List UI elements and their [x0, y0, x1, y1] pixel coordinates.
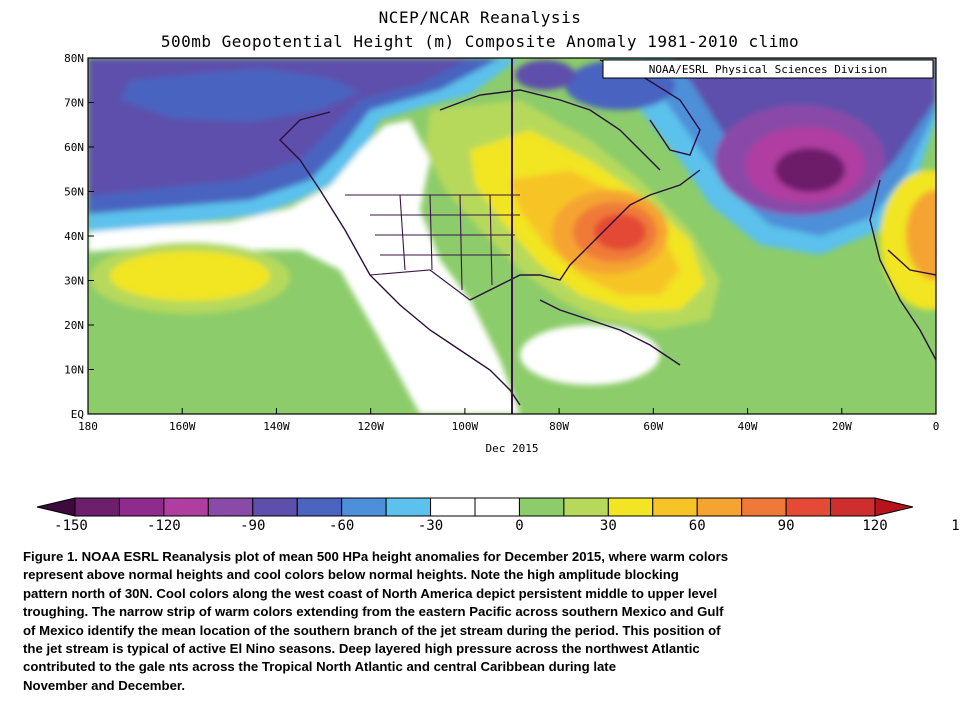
lon-tick-label: 100W [452, 420, 479, 433]
colorbar-swatch [207, 497, 254, 517]
colorbar-swatch [385, 497, 432, 517]
longitude-axis: 180 160W 140W 120W 100W 80W 60W 40W 20W 0 [78, 408, 939, 433]
chart-title: NCEP/NCAR Reanalysis [378, 8, 582, 27]
lon-tick-label: 80W [549, 420, 569, 433]
colorbar-tick-label: -90 [240, 518, 265, 534]
zero-anomaly-band [88, 120, 520, 414]
lon-tick-label: 20W [832, 420, 852, 433]
negative-anomaly-band [120, 68, 360, 122]
credit-text: NOAA/ESRL Physical Sciences Division [649, 63, 887, 76]
coastline-mediterranean [887, 249, 936, 276]
colorbar-tick-label: -60 [329, 518, 354, 534]
colorbar-labels: -150 -120 -90 -60 -30 0 30 60 90 120 150 [54, 518, 960, 534]
state-borders [399, 194, 493, 291]
colorbar-tick-label: -150 [54, 518, 88, 534]
state-borders [370, 214, 520, 256]
colorbar-swatch [252, 497, 298, 517]
coastline-arctic-canada [439, 89, 661, 171]
colorbar-swatch [430, 497, 476, 517]
political-borders [345, 194, 520, 301]
lon-tick-label: 180 [78, 420, 98, 433]
latitude-axis: 80N 70N 60N 50N 40N 30N 20N 10N EQ [64, 52, 94, 421]
colorbar-min-arrow [36, 497, 76, 517]
positive-anomaly-core [594, 214, 646, 250]
colorbar-swatch [518, 497, 565, 517]
anomaly-field: NOAA/ESRL Physical Sciences Division [88, 58, 936, 414]
coastline-gulf-and-atlantic [469, 169, 701, 301]
colorbar-swatch [341, 497, 387, 517]
negative-anomaly-core [775, 148, 845, 192]
colorbar [36, 497, 914, 517]
credit-box [602, 59, 934, 79]
colorbar-swatch [563, 497, 609, 517]
lon-tick-label: 140W [263, 420, 290, 433]
colorbar-tick-label: 0 [515, 518, 523, 534]
figure-caption: Figure 1. NOAA ESRL Reanalysis plot of m… [23, 549, 729, 693]
zero-anomaly-patch [520, 325, 660, 385]
lon-tick-label: 120W [357, 420, 384, 433]
colorbar-tick-label: -30 [418, 518, 443, 534]
colorbar-max-arrow [874, 497, 914, 517]
lat-tick-label: 50N [64, 186, 84, 199]
colorbar-tick-label: 90 [778, 518, 795, 534]
colorbar-swatch [830, 497, 876, 517]
positive-anomaly-core [906, 190, 936, 280]
lon-tick-label: 40W [738, 420, 758, 433]
colorbar-swatch [296, 497, 343, 517]
colorbar-swatch [74, 497, 120, 517]
colorbar-swatch [607, 497, 654, 517]
lat-tick-label: 30N [64, 275, 84, 288]
lon-tick-label: 160W [169, 420, 196, 433]
lon-tick-label: 0 [933, 420, 940, 433]
period-label: Dec 2015 [486, 442, 539, 455]
lat-tick-label: 40N [64, 230, 84, 243]
border-us-mexico [369, 269, 471, 301]
colorbar-tick-label: 60 [689, 518, 706, 534]
colorbar-swatch [118, 497, 165, 517]
anomaly-map-figure: NOAA/ESRL Physical Sciences Division 80N… [36, 52, 960, 534]
lon-tick-label: 60W [643, 420, 663, 433]
coastline-caribbean [539, 299, 681, 366]
lat-tick-label: 20N [64, 319, 84, 332]
colorbar-swatch [741, 497, 787, 517]
lat-tick-label: EQ [71, 408, 84, 421]
lat-tick-label: 10N [64, 364, 84, 377]
colorbar-swatch [474, 497, 520, 517]
colorbar-tick-label: -120 [147, 518, 181, 534]
colorbar-tick-label: 30 [600, 518, 617, 534]
chart-subtitle: 500mb Geopotential Height (m) Composite … [160, 32, 800, 51]
colorbar-tick-label: 150 [951, 518, 960, 534]
lat-tick-label: 60N [64, 141, 84, 154]
coastline-africa-europe [869, 179, 936, 361]
colorbar-swatch [652, 497, 698, 517]
colorbar-swatch [785, 497, 832, 517]
lat-tick-label: 70N [64, 97, 84, 110]
lat-tick-label: 80N [64, 52, 84, 65]
positive-anomaly-core [110, 251, 270, 301]
colorbar-tick-label: 120 [862, 518, 887, 534]
colorbar-swatch [163, 497, 209, 517]
colorbar-swatch [696, 497, 743, 517]
negative-anomaly-core [515, 60, 575, 90]
